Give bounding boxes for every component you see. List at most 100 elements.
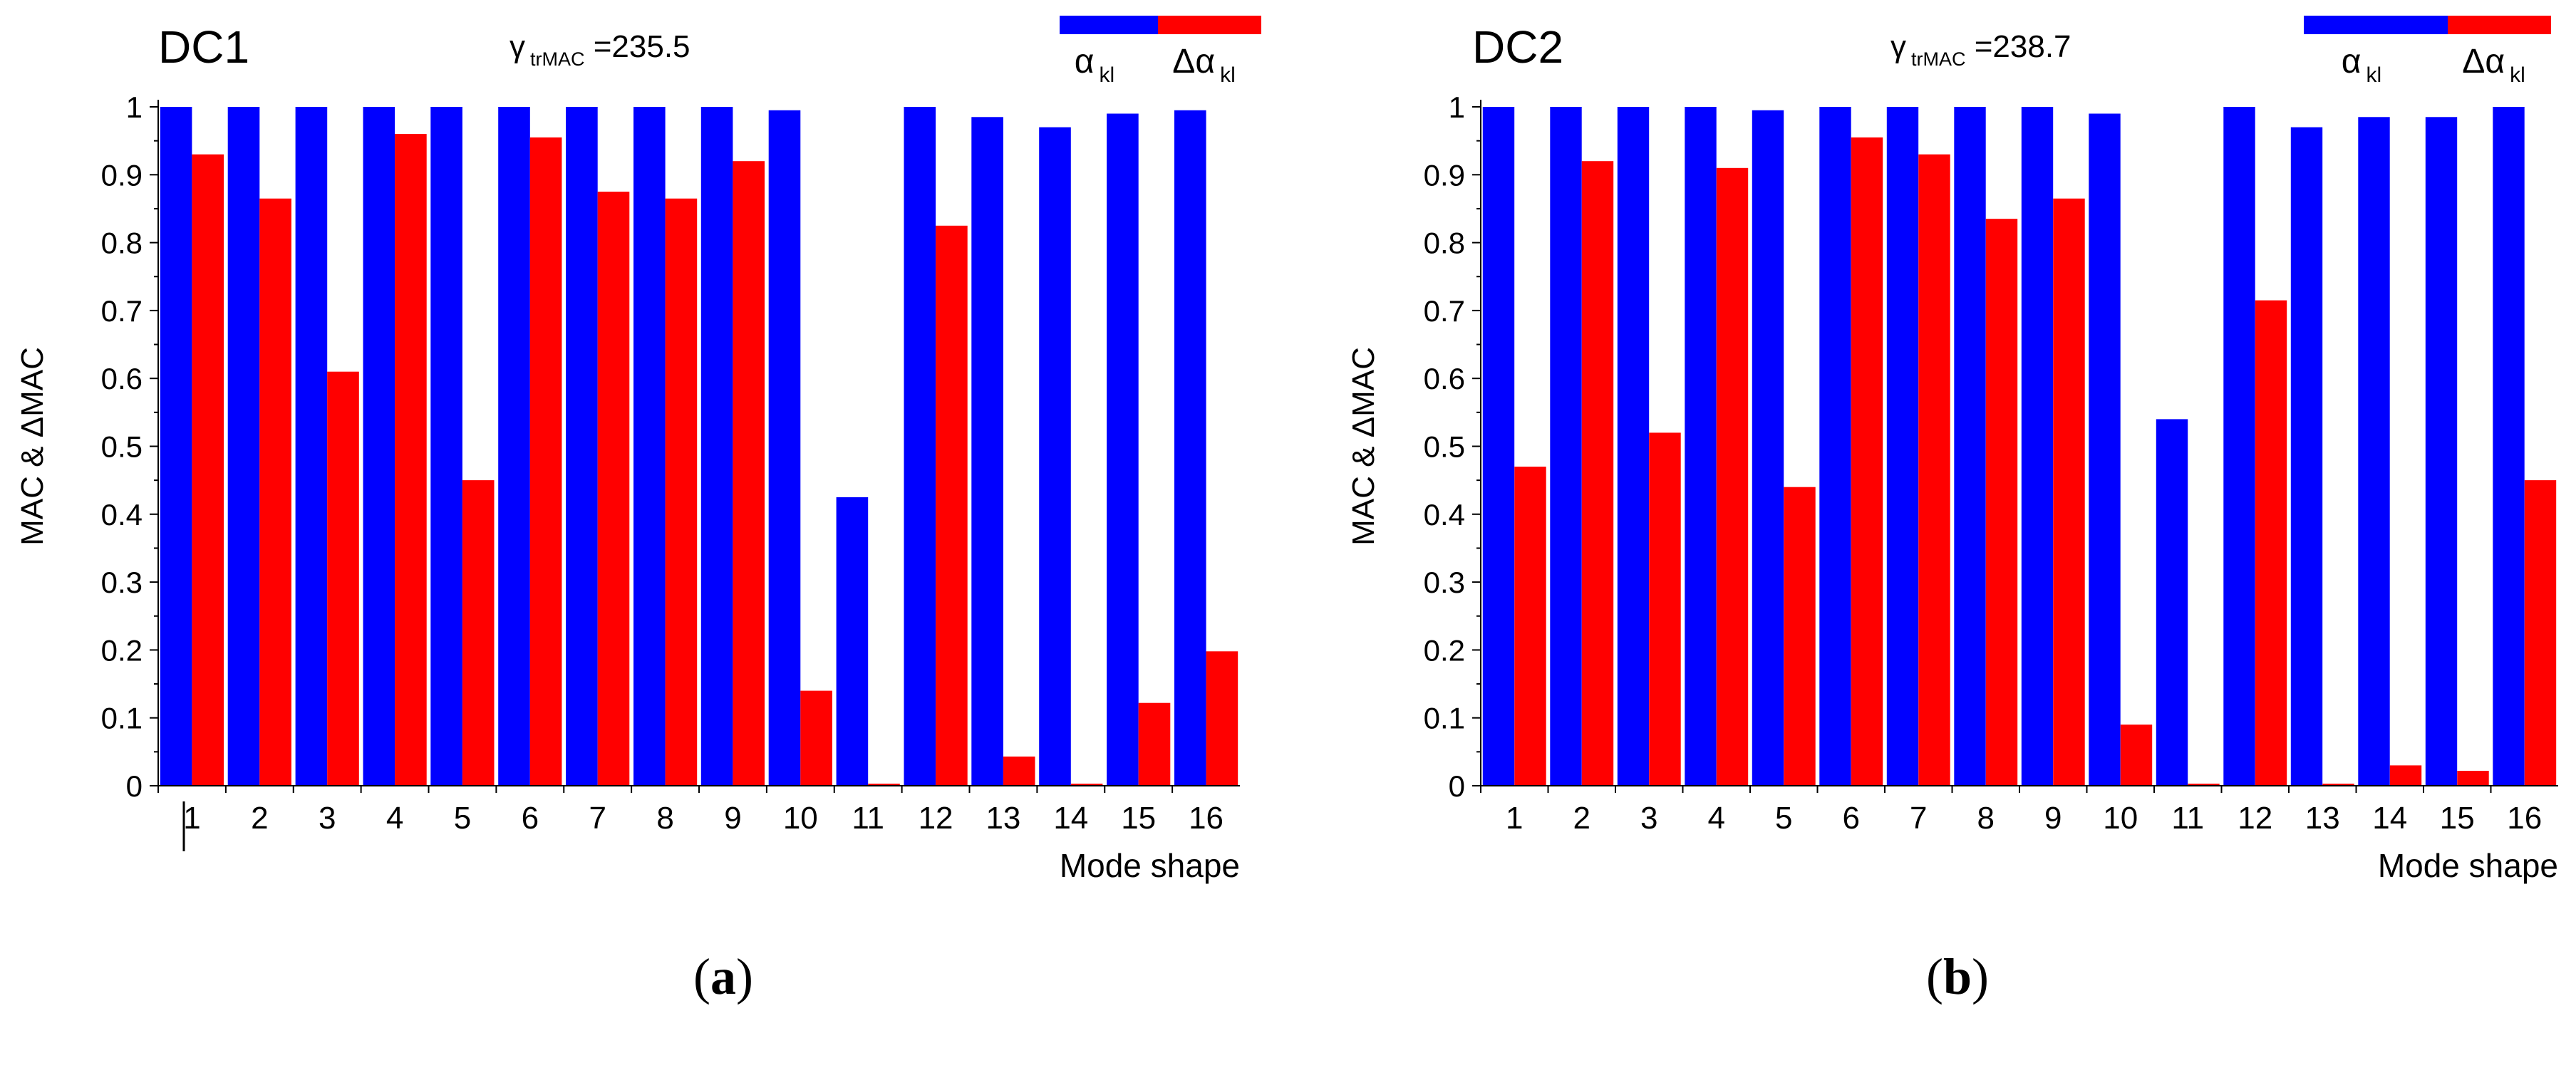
x-tick-label: 14 bbox=[2372, 801, 2407, 836]
y-tick-label: 1 bbox=[126, 90, 143, 124]
legend-swatch-delta bbox=[2448, 16, 2551, 34]
legend-label-delta: Δα kl bbox=[1172, 43, 1235, 87]
x-tick-label: 7 bbox=[589, 801, 606, 836]
x-tick-label: 8 bbox=[1977, 801, 1995, 836]
bar-alpha-mode-10 bbox=[2089, 113, 2121, 786]
x-tick-label: 13 bbox=[2305, 801, 2340, 836]
y-tick-label: 0.3 bbox=[1424, 566, 1465, 599]
x-tick-label: 15 bbox=[2440, 801, 2475, 836]
chart-1: 00.10.20.30.40.50.60.70.80.911 2 3 4 5 6 7 8 9 10… bbox=[15, 16, 1261, 884]
legend-label-delta: Δα kl bbox=[2462, 43, 2525, 87]
x-tick-label: 7 bbox=[1910, 801, 1927, 836]
bar-alpha-mode-5 bbox=[430, 107, 462, 786]
legend-swatch-alpha bbox=[1060, 16, 1158, 34]
bar-alpha-mode-12 bbox=[2223, 107, 2255, 786]
bar-alpha-mode-11 bbox=[2156, 419, 2188, 786]
x-tick-label: 8 bbox=[656, 801, 673, 836]
bar-delta-mode-8 bbox=[1985, 219, 2018, 786]
bar-alpha-mode-11 bbox=[836, 497, 869, 786]
x-tick-label: 9 bbox=[724, 801, 741, 836]
chart-title: DC1 bbox=[158, 21, 249, 73]
bar-delta-mode-4 bbox=[1716, 167, 1749, 786]
x-tick-label: 5 bbox=[1775, 801, 1792, 836]
bar-delta-mode-14 bbox=[2389, 765, 2422, 786]
bar-alpha-mode-10 bbox=[768, 110, 801, 786]
x-tick-label: 6 bbox=[522, 801, 539, 836]
x-tick-label: 16 bbox=[2507, 801, 2542, 836]
bar-alpha-mode-7 bbox=[1886, 107, 1919, 786]
legend-swatch-delta bbox=[1158, 16, 1261, 34]
y-tick-label: 0 bbox=[126, 769, 143, 803]
gamma-annotation: γ trMAC =235.5 bbox=[509, 29, 690, 70]
bar-delta-mode-10 bbox=[2120, 724, 2153, 786]
bar-alpha-mode-15 bbox=[2425, 117, 2458, 786]
bar-alpha-mode-12 bbox=[904, 107, 936, 786]
y-tick-label: 0.8 bbox=[101, 227, 143, 260]
bar-delta-mode-3 bbox=[1649, 432, 1681, 786]
bar-delta-mode-5 bbox=[462, 480, 495, 786]
bar-delta-mode-11 bbox=[2188, 784, 2220, 786]
y-tick-label: 0.7 bbox=[101, 294, 143, 328]
y-tick-label: 0.2 bbox=[101, 633, 143, 667]
bar-alpha-mode-16 bbox=[1174, 110, 1206, 786]
x-tick-label: 10 bbox=[783, 801, 818, 836]
x-tick-label: 12 bbox=[2238, 801, 2272, 836]
bar-alpha-mode-4 bbox=[363, 107, 395, 786]
bar-alpha-mode-13 bbox=[2290, 127, 2323, 786]
y-axis-label: MAC & ΔMAC bbox=[1346, 347, 1381, 546]
y-tick-label: 0.9 bbox=[101, 158, 143, 192]
x-tick-label: 4 bbox=[386, 801, 403, 836]
bar-delta-mode-6 bbox=[529, 137, 562, 786]
x-tick-label: 6 bbox=[1843, 801, 1860, 836]
bar-alpha-mode-1 bbox=[160, 107, 192, 786]
x-axis-label: Mode shape bbox=[1060, 847, 1240, 884]
x-tick-label: 12 bbox=[919, 801, 953, 836]
y-axis-label: MAC & ΔMAC bbox=[15, 347, 50, 546]
bar-delta-mode-5 bbox=[1784, 487, 1816, 786]
y-tick-label: 0.1 bbox=[1424, 702, 1465, 735]
bar-alpha-mode-13 bbox=[971, 117, 1003, 786]
legend-label-alpha: α kl bbox=[2342, 43, 2381, 87]
legend-swatch-alpha bbox=[2304, 16, 2448, 34]
bar-alpha-mode-15 bbox=[1107, 113, 1139, 786]
bar-delta-mode-7 bbox=[597, 192, 630, 786]
x-tick-label: 16 bbox=[1189, 801, 1224, 836]
bar-delta-mode-4 bbox=[395, 134, 427, 786]
y-tick-label: 0.7 bbox=[1424, 294, 1465, 328]
bar-alpha-mode-1 bbox=[1482, 107, 1515, 786]
bar-alpha-mode-3 bbox=[1617, 107, 1650, 786]
bar-delta-mode-3 bbox=[327, 371, 359, 786]
x-tick-label: 3 bbox=[319, 801, 336, 836]
bar-delta-mode-8 bbox=[665, 198, 698, 786]
bar-alpha-mode-7 bbox=[566, 107, 598, 786]
bar-alpha-mode-6 bbox=[498, 107, 530, 786]
bar-delta-mode-16 bbox=[2524, 480, 2557, 786]
bar-alpha-mode-14 bbox=[2358, 117, 2390, 786]
x-axis-label: Mode shape bbox=[2378, 847, 2558, 884]
bar-alpha-mode-2 bbox=[1550, 107, 1582, 786]
bar-alpha-mode-14 bbox=[1039, 127, 1071, 786]
bar-delta-mode-9 bbox=[733, 161, 765, 786]
bar-delta-mode-15 bbox=[2457, 771, 2489, 786]
x-tick-label: 1 bbox=[183, 801, 200, 836]
chart-title: DC2 bbox=[1472, 21, 1563, 73]
y-tick-label: 0 bbox=[1449, 769, 1465, 803]
bar-delta-mode-16 bbox=[1206, 651, 1238, 786]
gamma-annotation: γ trMAC =238.7 bbox=[1890, 29, 2071, 70]
bar-alpha-mode-9 bbox=[2021, 107, 2054, 786]
bar-alpha-mode-3 bbox=[295, 107, 328, 786]
bar-alpha-mode-9 bbox=[700, 107, 733, 786]
y-tick-label: 0.8 bbox=[1424, 227, 1465, 260]
x-tick-label: 3 bbox=[1640, 801, 1657, 836]
x-tick-label: 2 bbox=[251, 801, 268, 836]
panel-label-b: (b) bbox=[1925, 948, 1989, 1005]
bar-alpha-mode-8 bbox=[1954, 107, 1986, 786]
x-tick-label: 14 bbox=[1053, 801, 1088, 836]
bar-delta-mode-13 bbox=[1003, 757, 1035, 786]
bar-delta-mode-15 bbox=[1138, 702, 1171, 786]
y-tick-label: 0.4 bbox=[1424, 498, 1465, 531]
bar-delta-mode-2 bbox=[1581, 161, 1614, 786]
y-tick-label: 0.1 bbox=[101, 702, 143, 735]
y-tick-label: 0.9 bbox=[1424, 158, 1465, 192]
